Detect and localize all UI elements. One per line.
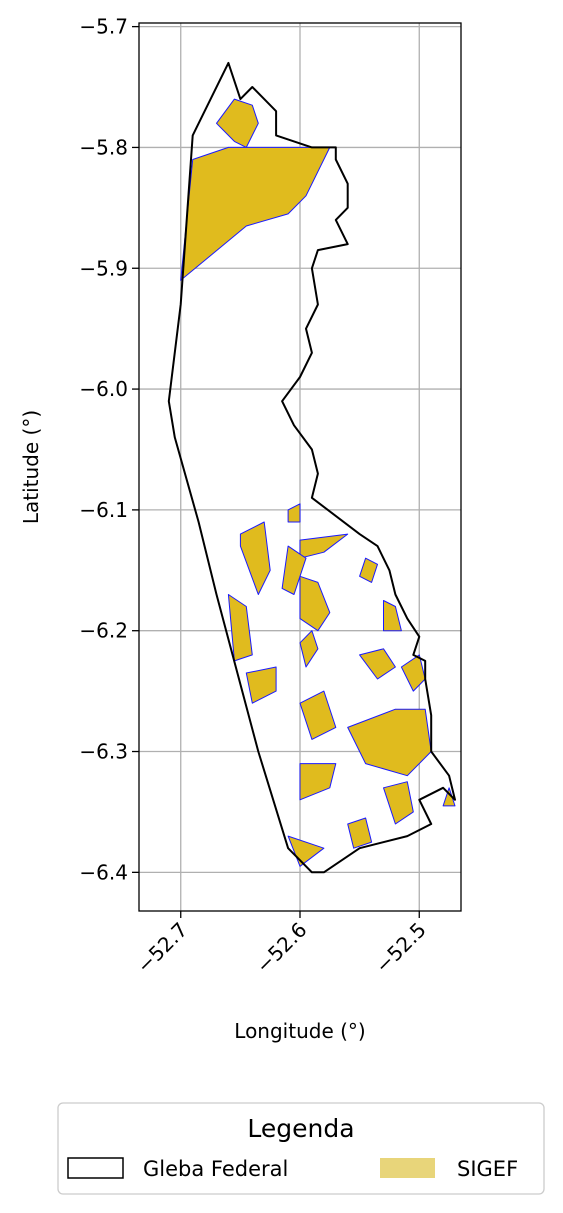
sigef-parcel: [359, 557, 378, 583]
legend-swatch-gleba-federal: [67, 1157, 124, 1179]
sigef-parcel: [227, 594, 253, 662]
y-tick-label: −6.0: [79, 377, 128, 401]
y-tick-label: −5.8: [79, 135, 128, 159]
y-tick-label: −6.2: [79, 619, 128, 643]
sigef-parcel: [281, 545, 307, 595]
sigef-parcel: [359, 648, 396, 680]
sigef-parcel: [299, 690, 337, 740]
y-tick-label: −5.9: [79, 256, 128, 280]
y-tick-label: −5.7: [79, 15, 128, 39]
sigef-parcel: [347, 817, 373, 849]
legend-label-gleba-federal: Gleba Federal: [143, 1157, 288, 1181]
gleba-federal-boundary: [167, 61, 456, 874]
legend-title: Legenda: [247, 1114, 354, 1143]
sigef-parcel: [383, 781, 414, 825]
sigef-parcel: [299, 533, 349, 559]
y-axis-label: Latitude (°): [19, 410, 43, 524]
legend-label-sigef: SIGEF: [457, 1157, 518, 1181]
map-plot-area: [167, 61, 456, 874]
sigef-parcel: [299, 575, 331, 632]
legend-swatch-sigef: [380, 1158, 435, 1178]
y-tick-label: −6.3: [79, 740, 128, 764]
sigef-parcel: [299, 763, 337, 801]
sigef-parcel: [245, 666, 277, 704]
sigef-parcel: [216, 98, 259, 148]
sigef-parcel: [299, 630, 319, 668]
sigef-parcel: [287, 503, 301, 523]
y-tick-label: −6.4: [79, 860, 128, 884]
sigef-parcel: [383, 600, 402, 632]
x-axis-label: Longitude (°): [234, 1019, 365, 1043]
sigef-parcel: [287, 835, 325, 867]
y-tick-label: −6.1: [79, 498, 128, 522]
legend: Legenda Gleba Federal SIGEF: [57, 1102, 545, 1195]
sigef-parcel: [239, 521, 271, 595]
